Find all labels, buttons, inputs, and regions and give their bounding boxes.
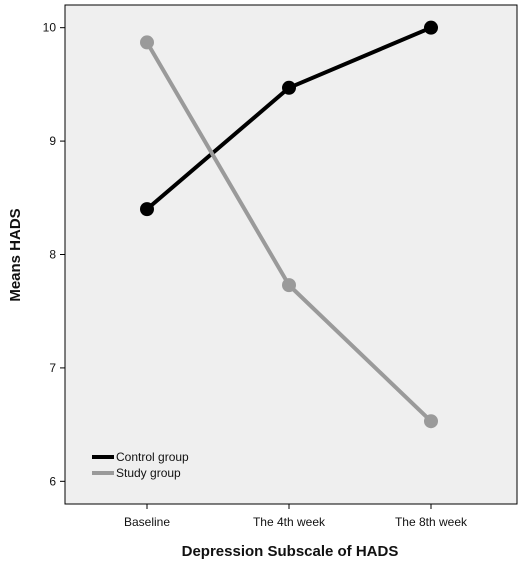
x-tick-label: The 8th week xyxy=(395,515,468,529)
legend-label: Study group xyxy=(116,466,181,480)
data-point-study-group xyxy=(140,35,154,50)
data-point-study-group xyxy=(424,414,438,429)
y-tick-label: 6 xyxy=(49,474,56,488)
x-tick-label: Baseline xyxy=(124,515,170,529)
plot-area xyxy=(64,4,518,505)
y-tick-label: 10 xyxy=(43,21,57,35)
y-tick-label: 8 xyxy=(49,248,56,262)
y-axis-label: Means HADS xyxy=(7,208,24,301)
data-point-control-group xyxy=(282,80,296,95)
legend: Control group Study group xyxy=(92,450,189,480)
x-axis: Baseline The 4th week The 8th week xyxy=(124,504,468,529)
y-axis: 6 7 8 9 10 xyxy=(43,21,65,488)
data-point-study-group xyxy=(282,278,296,293)
series-layer xyxy=(140,20,438,429)
x-axis-label: Depression Subscale of HADS xyxy=(182,543,399,560)
x-tick-label: The 4th week xyxy=(253,515,326,529)
y-tick-label: 7 xyxy=(49,361,56,375)
y-tick-label: 9 xyxy=(49,134,56,148)
data-point-control-group xyxy=(140,202,154,217)
data-point-control-group xyxy=(424,20,438,35)
legend-label: Control group xyxy=(116,450,189,464)
